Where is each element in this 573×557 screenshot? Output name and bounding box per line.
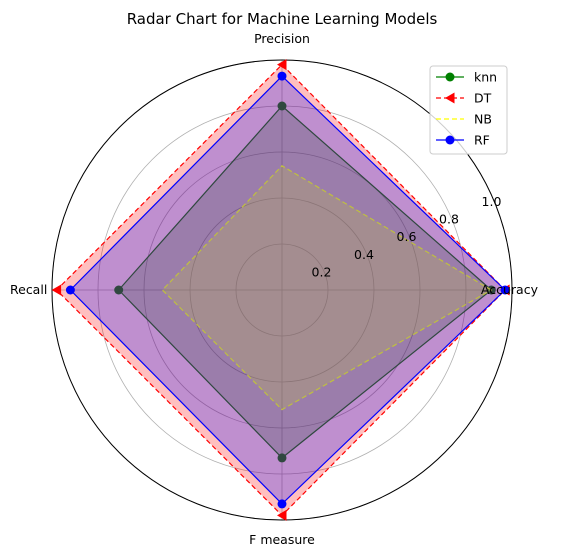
legend-label: RF (474, 133, 490, 148)
legend: knn DT NB RF (429, 65, 508, 155)
legend-item-NB: NB (436, 112, 492, 127)
legend-label: knn (474, 70, 497, 85)
legend-item-DT: DT (436, 91, 492, 106)
category-label: Precision (254, 31, 310, 46)
legend-item-RF: RF (436, 133, 490, 148)
category-label: F measure (249, 532, 315, 547)
data-point (277, 453, 287, 463)
series-fill (70, 76, 506, 504)
radial-tick-label: 0.8 (439, 212, 459, 227)
legend-label: NB (474, 112, 492, 127)
series-line (161, 165, 493, 411)
radar-series (51, 59, 510, 521)
radial-tick-label: 0.4 (354, 247, 374, 262)
category-label: Recall (10, 282, 47, 297)
radial-tick-label: 1.0 (482, 194, 502, 209)
series-NB (161, 165, 493, 411)
series-fill (118, 106, 492, 458)
data-point (277, 59, 287, 71)
legend-label: DT (474, 91, 492, 106)
legend-marker (445, 92, 455, 104)
data-point (277, 71, 287, 81)
data-point (277, 509, 287, 521)
series-RF (65, 71, 510, 509)
data-point (114, 285, 124, 295)
data-point (51, 284, 62, 296)
data-point (277, 101, 287, 111)
series-knn (114, 101, 496, 463)
series-fill (162, 165, 492, 410)
legend-frame (429, 65, 508, 155)
legend-marker (445, 72, 455, 82)
data-point (65, 285, 75, 295)
legend-marker (445, 135, 455, 145)
category-label: Accuracy (481, 282, 539, 297)
data-point (500, 285, 510, 295)
chart-title: Radar Chart for Machine Learning Models (127, 10, 438, 28)
radial-tick-label: 0.6 (397, 229, 417, 244)
radar-labels: Accuracy Precision Recall F measure 0.2 0.4 0.… (10, 31, 539, 547)
radial-tick-label: 0.2 (312, 264, 332, 279)
legend-item-knn: knn (436, 70, 497, 85)
data-point (277, 499, 287, 509)
